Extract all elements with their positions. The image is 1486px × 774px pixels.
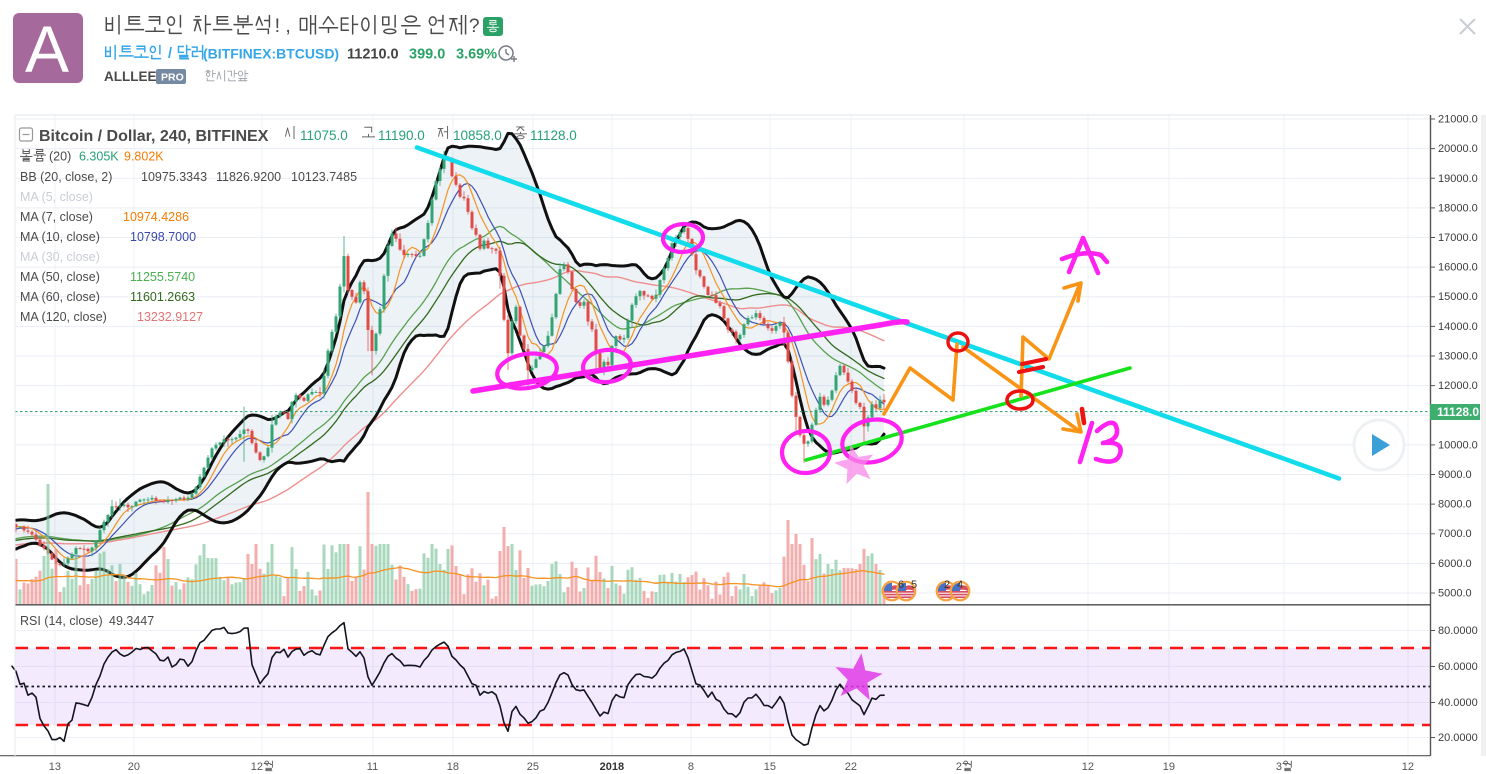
- svg-text:MA (7, close): MA (7, close): [20, 210, 93, 224]
- svg-text:8: 8: [688, 761, 694, 773]
- svg-text:15: 15: [764, 761, 776, 773]
- svg-text:11210.0: 11210.0: [347, 47, 399, 63]
- svg-text:399.0: 399.0: [409, 47, 445, 63]
- svg-text:MA (120, close): MA (120, close): [20, 310, 107, 324]
- svg-text:RSI (14, close): RSI (14, close): [20, 614, 103, 628]
- svg-text:17000.0: 17000.0: [1438, 232, 1478, 244]
- svg-text:11: 11: [367, 761, 378, 773]
- svg-text:10123.7485: 10123.7485: [291, 170, 357, 184]
- svg-text:11075.0: 11075.0: [300, 128, 348, 143]
- svg-text:(20): (20): [49, 150, 71, 164]
- svg-text:MA (5, close): MA (5, close): [20, 190, 93, 204]
- svg-text:16000.0: 16000.0: [1438, 262, 1478, 274]
- svg-text:5000.0: 5000.0: [1438, 588, 1472, 600]
- svg-text:12: 12: [251, 761, 263, 773]
- svg-text:ALLLEE: ALLLEE: [104, 69, 157, 84]
- svg-text:21000.0: 21000.0: [1438, 114, 1478, 126]
- svg-text:10974.4286: 10974.4286: [123, 210, 189, 224]
- svg-text:10798.7000: 10798.7000: [130, 230, 196, 244]
- svg-text:11826.9200: 11826.9200: [216, 170, 281, 184]
- svg-text:3: 3: [1276, 761, 1282, 773]
- svg-text:19000.0: 19000.0: [1438, 173, 1478, 185]
- svg-text:49.3447: 49.3447: [109, 614, 154, 628]
- svg-text:25: 25: [527, 761, 539, 773]
- svg-text:MA (50, close): MA (50, close): [20, 270, 100, 284]
- svg-text:10975.3343: 10975.3343: [141, 170, 207, 184]
- svg-text:BB (20, close, 2): BB (20, close, 2): [20, 170, 112, 184]
- svg-text:13232.9127: 13232.9127: [137, 310, 203, 324]
- svg-text:18000.0: 18000.0: [1438, 202, 1478, 214]
- svg-text:6.305K: 6.305K: [79, 150, 119, 164]
- svg-text:MA (60, close): MA (60, close): [20, 290, 100, 304]
- svg-text:5: 5: [911, 579, 917, 591]
- svg-text:9.802K: 9.802K: [124, 150, 164, 164]
- svg-text:4: 4: [957, 579, 963, 591]
- svg-text:14000.0: 14000.0: [1438, 321, 1478, 333]
- svg-text:15000.0: 15000.0: [1438, 291, 1478, 303]
- svg-text:6000.0: 6000.0: [1438, 558, 1472, 570]
- svg-text:11128.0: 11128.0: [530, 128, 577, 143]
- svg-text:20.0000: 20.0000: [1438, 732, 1478, 744]
- svg-text:Bitcoin / Dollar, 240, BITFINE: Bitcoin / Dollar, 240, BITFINEX: [39, 128, 269, 145]
- svg-text:A: A: [25, 12, 69, 86]
- svg-text:MA (10, close): MA (10, close): [20, 230, 100, 244]
- svg-text:20000.0: 20000.0: [1438, 143, 1478, 155]
- svg-text:60.0000: 60.0000: [1438, 661, 1478, 673]
- svg-text:! ,: ! ,: [275, 15, 291, 37]
- svg-text:19: 19: [1163, 761, 1175, 773]
- svg-text:13000.0: 13000.0: [1438, 351, 1478, 363]
- svg-text:11190.0: 11190.0: [378, 128, 425, 143]
- svg-text:8000.0: 8000.0: [1438, 499, 1472, 511]
- svg-text:11128.0: 11128.0: [1437, 405, 1479, 419]
- svg-text:2: 2: [944, 579, 950, 591]
- svg-text:10858.0: 10858.0: [453, 128, 502, 143]
- svg-text:7000.0: 7000.0: [1438, 528, 1472, 540]
- svg-text:12: 12: [1402, 761, 1414, 773]
- svg-text:(BITFINEX:BTCUSD): (BITFINEX:BTCUSD): [203, 46, 339, 62]
- svg-text:3.69%: 3.69%: [456, 47, 497, 63]
- svg-text:13: 13: [49, 761, 61, 773]
- svg-text:18: 18: [447, 761, 459, 773]
- svg-text:9000.0: 9000.0: [1438, 469, 1472, 481]
- svg-text:11255.5740: 11255.5740: [130, 270, 195, 284]
- svg-text:/: /: [168, 46, 172, 62]
- svg-text:12000.0: 12000.0: [1438, 380, 1478, 392]
- svg-text:11601.2663: 11601.2663: [130, 290, 195, 304]
- svg-text:MA (30, close): MA (30, close): [20, 250, 100, 264]
- svg-text:10000.0: 10000.0: [1438, 439, 1478, 451]
- svg-text:80.0000: 80.0000: [1438, 625, 1478, 637]
- svg-text:6: 6: [898, 579, 904, 591]
- svg-text:2: 2: [956, 761, 962, 773]
- svg-text:20: 20: [128, 761, 140, 773]
- svg-text:2018: 2018: [600, 761, 624, 773]
- svg-text:12: 12: [1082, 761, 1094, 773]
- svg-text:40.0000: 40.0000: [1438, 697, 1478, 709]
- svg-text:22: 22: [845, 761, 857, 773]
- svg-text:PRO: PRO: [161, 72, 184, 84]
- svg-text:?: ?: [469, 15, 480, 37]
